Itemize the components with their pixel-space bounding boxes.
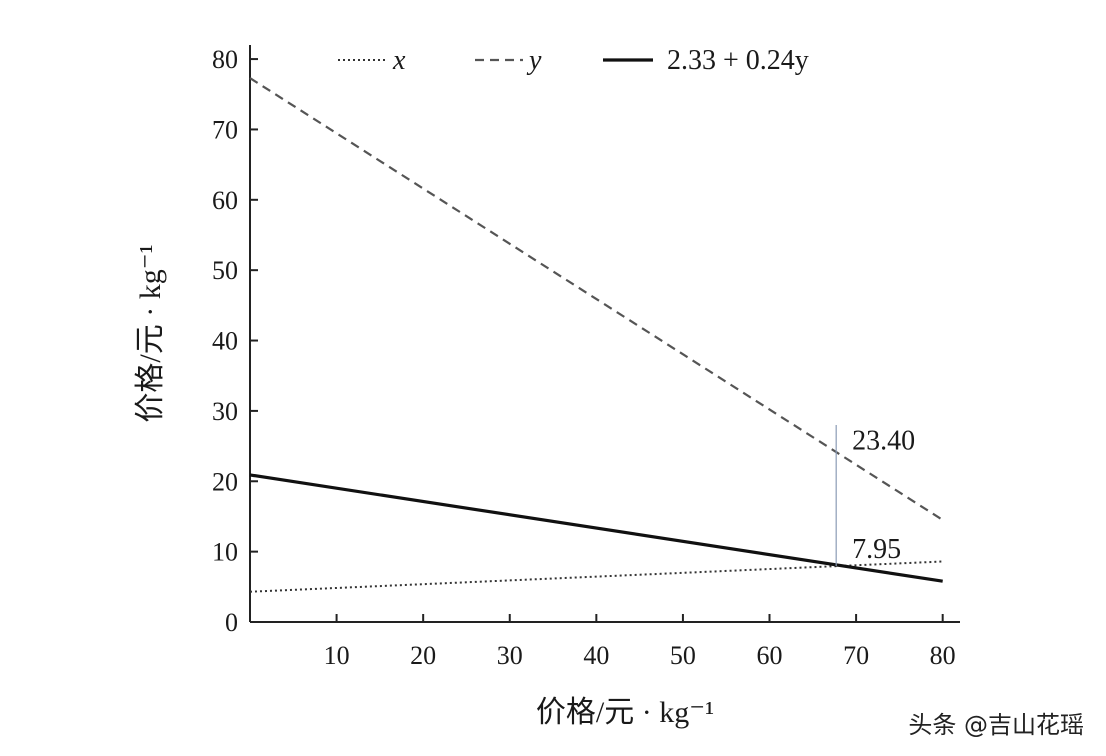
legend-label: 2.33 + 0.24y	[667, 45, 809, 76]
y-tick-label: 50	[212, 256, 238, 285]
watermark: 头条 @吉山花瑶	[908, 711, 1084, 739]
series-line-2	[249, 473, 943, 583]
x-tick-label: 60	[757, 641, 783, 670]
y-tick-label: 30	[212, 397, 238, 426]
annotation-label: 23.40	[852, 425, 915, 456]
x-tick-label: 40	[583, 641, 609, 670]
x-tick-label: 70	[843, 641, 869, 670]
y-axis-title: 价格/元 · kg⁻¹	[134, 244, 167, 422]
y-tick-label: 60	[212, 186, 238, 215]
series-line-0	[249, 560, 943, 593]
legend-label: y	[526, 45, 542, 76]
y-tick-label: 0	[225, 608, 238, 637]
y-tick-label: 80	[212, 45, 238, 74]
y-tick-label: 40	[212, 327, 238, 356]
x-tick-label: 50	[670, 641, 696, 670]
y-tick-label: 70	[212, 115, 238, 144]
annotations-group: 23.40 7.95	[835, 424, 915, 567]
x-tick-label: 10	[324, 641, 350, 670]
series-line-1	[249, 77, 944, 521]
x-axis-title: 价格/元 · kg⁻¹	[536, 696, 714, 729]
y-tick-label: 20	[212, 467, 238, 496]
x-tick-label: 20	[410, 641, 436, 670]
y-tick-label: 10	[212, 538, 238, 567]
legend: x y 2.33 + 0.24y	[338, 45, 809, 76]
x-tick-label: 80	[930, 641, 956, 670]
x-tick-label: 30	[497, 641, 523, 670]
axes	[249, 45, 960, 623]
legend-label: x	[392, 45, 406, 76]
annotation-label: 7.95	[852, 534, 901, 565]
series-group	[249, 77, 944, 593]
y-ticks: 0 10 20 30 40 50 60 70 80	[212, 45, 258, 637]
x-ticks: 10 20 30 40 50 60 70 80	[324, 614, 956, 670]
